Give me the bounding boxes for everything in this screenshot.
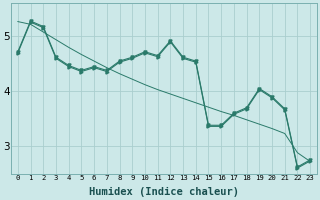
X-axis label: Humidex (Indice chaleur): Humidex (Indice chaleur)	[89, 186, 239, 197]
